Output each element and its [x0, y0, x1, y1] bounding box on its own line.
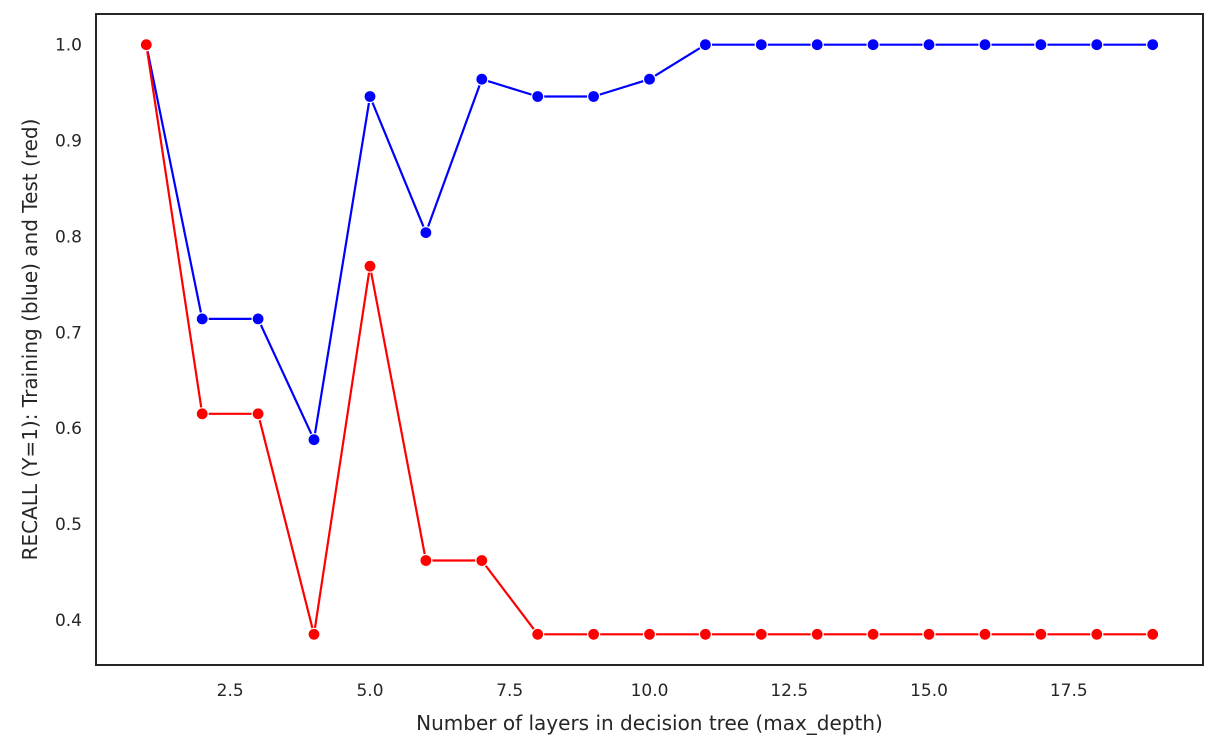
- data-point-test: [754, 627, 768, 641]
- data-point-test: [251, 407, 265, 421]
- x-tick-label: 10.0: [631, 681, 669, 701]
- data-point-test: [1090, 627, 1104, 641]
- y-tick-label: 1.0: [55, 36, 82, 56]
- data-point-test: [1146, 627, 1160, 641]
- data-point-training: [363, 89, 377, 104]
- data-point-test: [531, 627, 545, 641]
- data-point-training: [698, 38, 713, 52]
- data-point-training: [307, 433, 321, 447]
- y-tick-label: 0.9: [55, 132, 82, 152]
- data-point-training: [922, 38, 936, 52]
- data-point-test: [419, 553, 433, 568]
- data-point-test: [475, 553, 489, 568]
- data-point-training: [1146, 38, 1160, 52]
- x-tick-label: 12.5: [770, 681, 808, 701]
- x-tick-labels: 2.5 5.0 7.5 10.0 12.5 15.0 17.5: [217, 681, 1088, 701]
- data-point-test: [642, 627, 657, 641]
- plot-frame: [95, 13, 1204, 666]
- data-point-test: [195, 407, 209, 421]
- data-point-training: [475, 72, 489, 86]
- data-point-test: [978, 627, 992, 641]
- data-point-training: [251, 312, 265, 326]
- data-point-training: [1090, 38, 1104, 52]
- x-tick-label: 7.5: [496, 681, 523, 701]
- data-point-training: [866, 38, 880, 52]
- data-point-test: [866, 627, 880, 641]
- data-point-training: [586, 89, 601, 104]
- x-tick-label: 2.5: [217, 681, 244, 701]
- series-test: [139, 38, 1160, 641]
- y-tick-label: 0.8: [55, 227, 82, 247]
- data-point-training: [419, 226, 433, 240]
- x-tick-label: 15.0: [910, 681, 948, 701]
- y-tick-labels: 0.4 0.5 0.6 0.7 0.8 0.9 1.0: [55, 36, 82, 631]
- y-axis-label: RECALL (Y=1): Training (blue) and Test (…: [18, 119, 42, 561]
- y-tick-label: 0.5: [55, 515, 82, 535]
- data-point-training: [531, 89, 545, 104]
- data-point-test: [307, 627, 321, 641]
- data-point-test: [922, 627, 936, 641]
- x-tick-label: 5.0: [356, 681, 383, 701]
- series-layer: [139, 38, 1160, 641]
- data-point-test: [1034, 627, 1048, 641]
- x-axis-label: Number of layers in decision tree (max_d…: [416, 711, 883, 735]
- data-point-training: [1034, 38, 1048, 52]
- x-tick-label: 17.5: [1050, 681, 1088, 701]
- y-tick-label: 0.4: [55, 611, 82, 631]
- data-point-test: [586, 627, 601, 641]
- data-point-test: [363, 259, 377, 273]
- data-point-training: [642, 72, 657, 86]
- data-point-training: [754, 38, 768, 52]
- data-point-test: [810, 627, 824, 641]
- data-point-training: [978, 38, 992, 52]
- data-point-test: [698, 627, 713, 641]
- y-tick-label: 0.6: [55, 419, 82, 439]
- data-point-training: [810, 38, 824, 52]
- data-point-test: [139, 38, 153, 52]
- y-tick-label: 0.7: [55, 323, 82, 343]
- data-point-training: [195, 312, 209, 326]
